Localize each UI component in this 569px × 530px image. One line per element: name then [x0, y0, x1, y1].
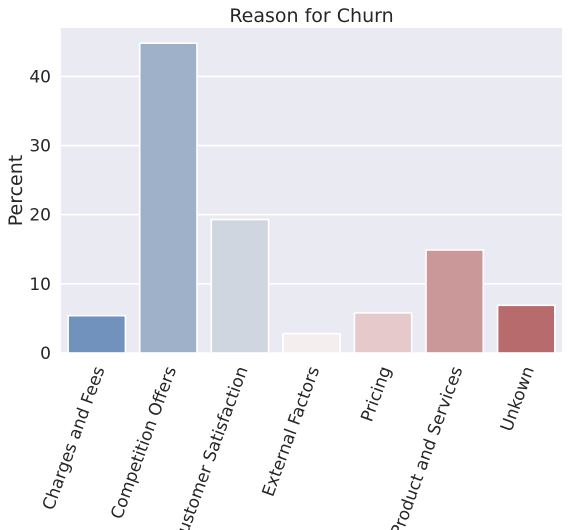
bar: [353, 312, 413, 354]
x-tick-label: Charges and Fees: [39, 364, 110, 513]
y-tick-label: 30: [29, 137, 51, 157]
y-tick-label: 10: [29, 275, 51, 295]
bar: [210, 218, 270, 354]
bar: [138, 42, 198, 354]
x-tick-label: Unkown: [497, 364, 539, 434]
bar: [425, 249, 485, 354]
bar: [496, 304, 556, 354]
bars: [67, 42, 556, 354]
y-axis-ticks: 0 10 20 30 40: [29, 67, 51, 364]
bar: [282, 332, 341, 354]
bar: [67, 314, 127, 354]
x-tick-label: Customer Satisfaction: [170, 364, 253, 530]
y-axis-label: Percent: [5, 155, 27, 227]
y-tick-label: 20: [29, 206, 51, 226]
chart-title: Reason for Churn: [229, 5, 393, 27]
x-tick-label: Competition Offers: [107, 364, 181, 522]
x-tick-label: Pricing: [357, 364, 395, 425]
y-tick-label: 40: [29, 67, 51, 87]
x-tick-label: External Factors: [259, 364, 325, 500]
x-tick-label: Product and Services: [387, 364, 467, 530]
y-tick-label: 0: [40, 344, 51, 364]
